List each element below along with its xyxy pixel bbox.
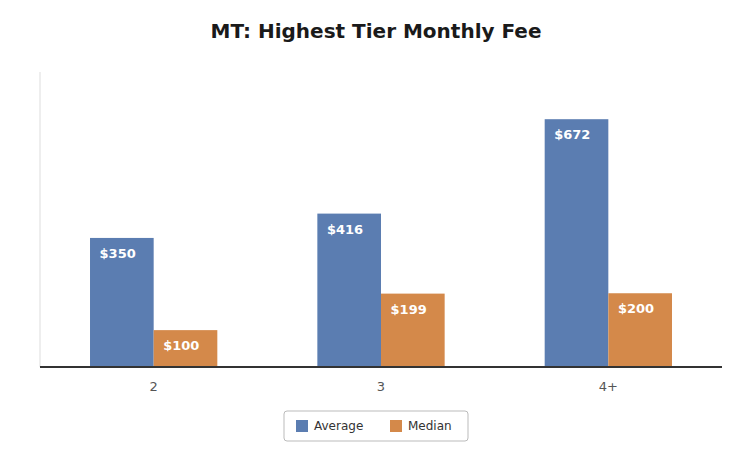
data-label: $672 <box>554 127 590 142</box>
chart-container: MT: Highest Tier Monthly Fee $350 $416 $672… <box>0 0 752 459</box>
legend: Average Median <box>284 411 468 441</box>
bar <box>545 119 609 367</box>
data-label: $416 <box>327 222 363 237</box>
y-axis-line <box>40 72 41 367</box>
legend-swatch <box>390 420 402 432</box>
data-label: $199 <box>391 302 427 317</box>
bar <box>381 294 445 367</box>
bars <box>90 119 672 367</box>
x-tick-label: 2 <box>150 379 158 394</box>
data-label: $350 <box>100 246 136 261</box>
x-tick-label: 3 <box>377 379 385 394</box>
data-label: $200 <box>618 301 654 316</box>
bar <box>317 214 381 367</box>
legend-label: Median <box>408 419 452 433</box>
x-tick-label: 4+ <box>599 379 618 394</box>
legend-swatch <box>296 420 308 432</box>
chart-svg: MT: Highest Tier Monthly Fee $350 $416 $672… <box>0 0 752 459</box>
chart-title: MT: Highest Tier Monthly Fee <box>211 19 542 43</box>
bar <box>154 330 218 367</box>
data-labels: $350 $416 $672 $100 $199 $200 <box>100 127 655 353</box>
legend-label: Average <box>314 419 363 433</box>
bar <box>608 293 672 367</box>
data-label: $100 <box>163 338 199 353</box>
legend-box <box>284 411 468 441</box>
bar <box>90 238 154 367</box>
x-axis-line <box>40 366 722 368</box>
